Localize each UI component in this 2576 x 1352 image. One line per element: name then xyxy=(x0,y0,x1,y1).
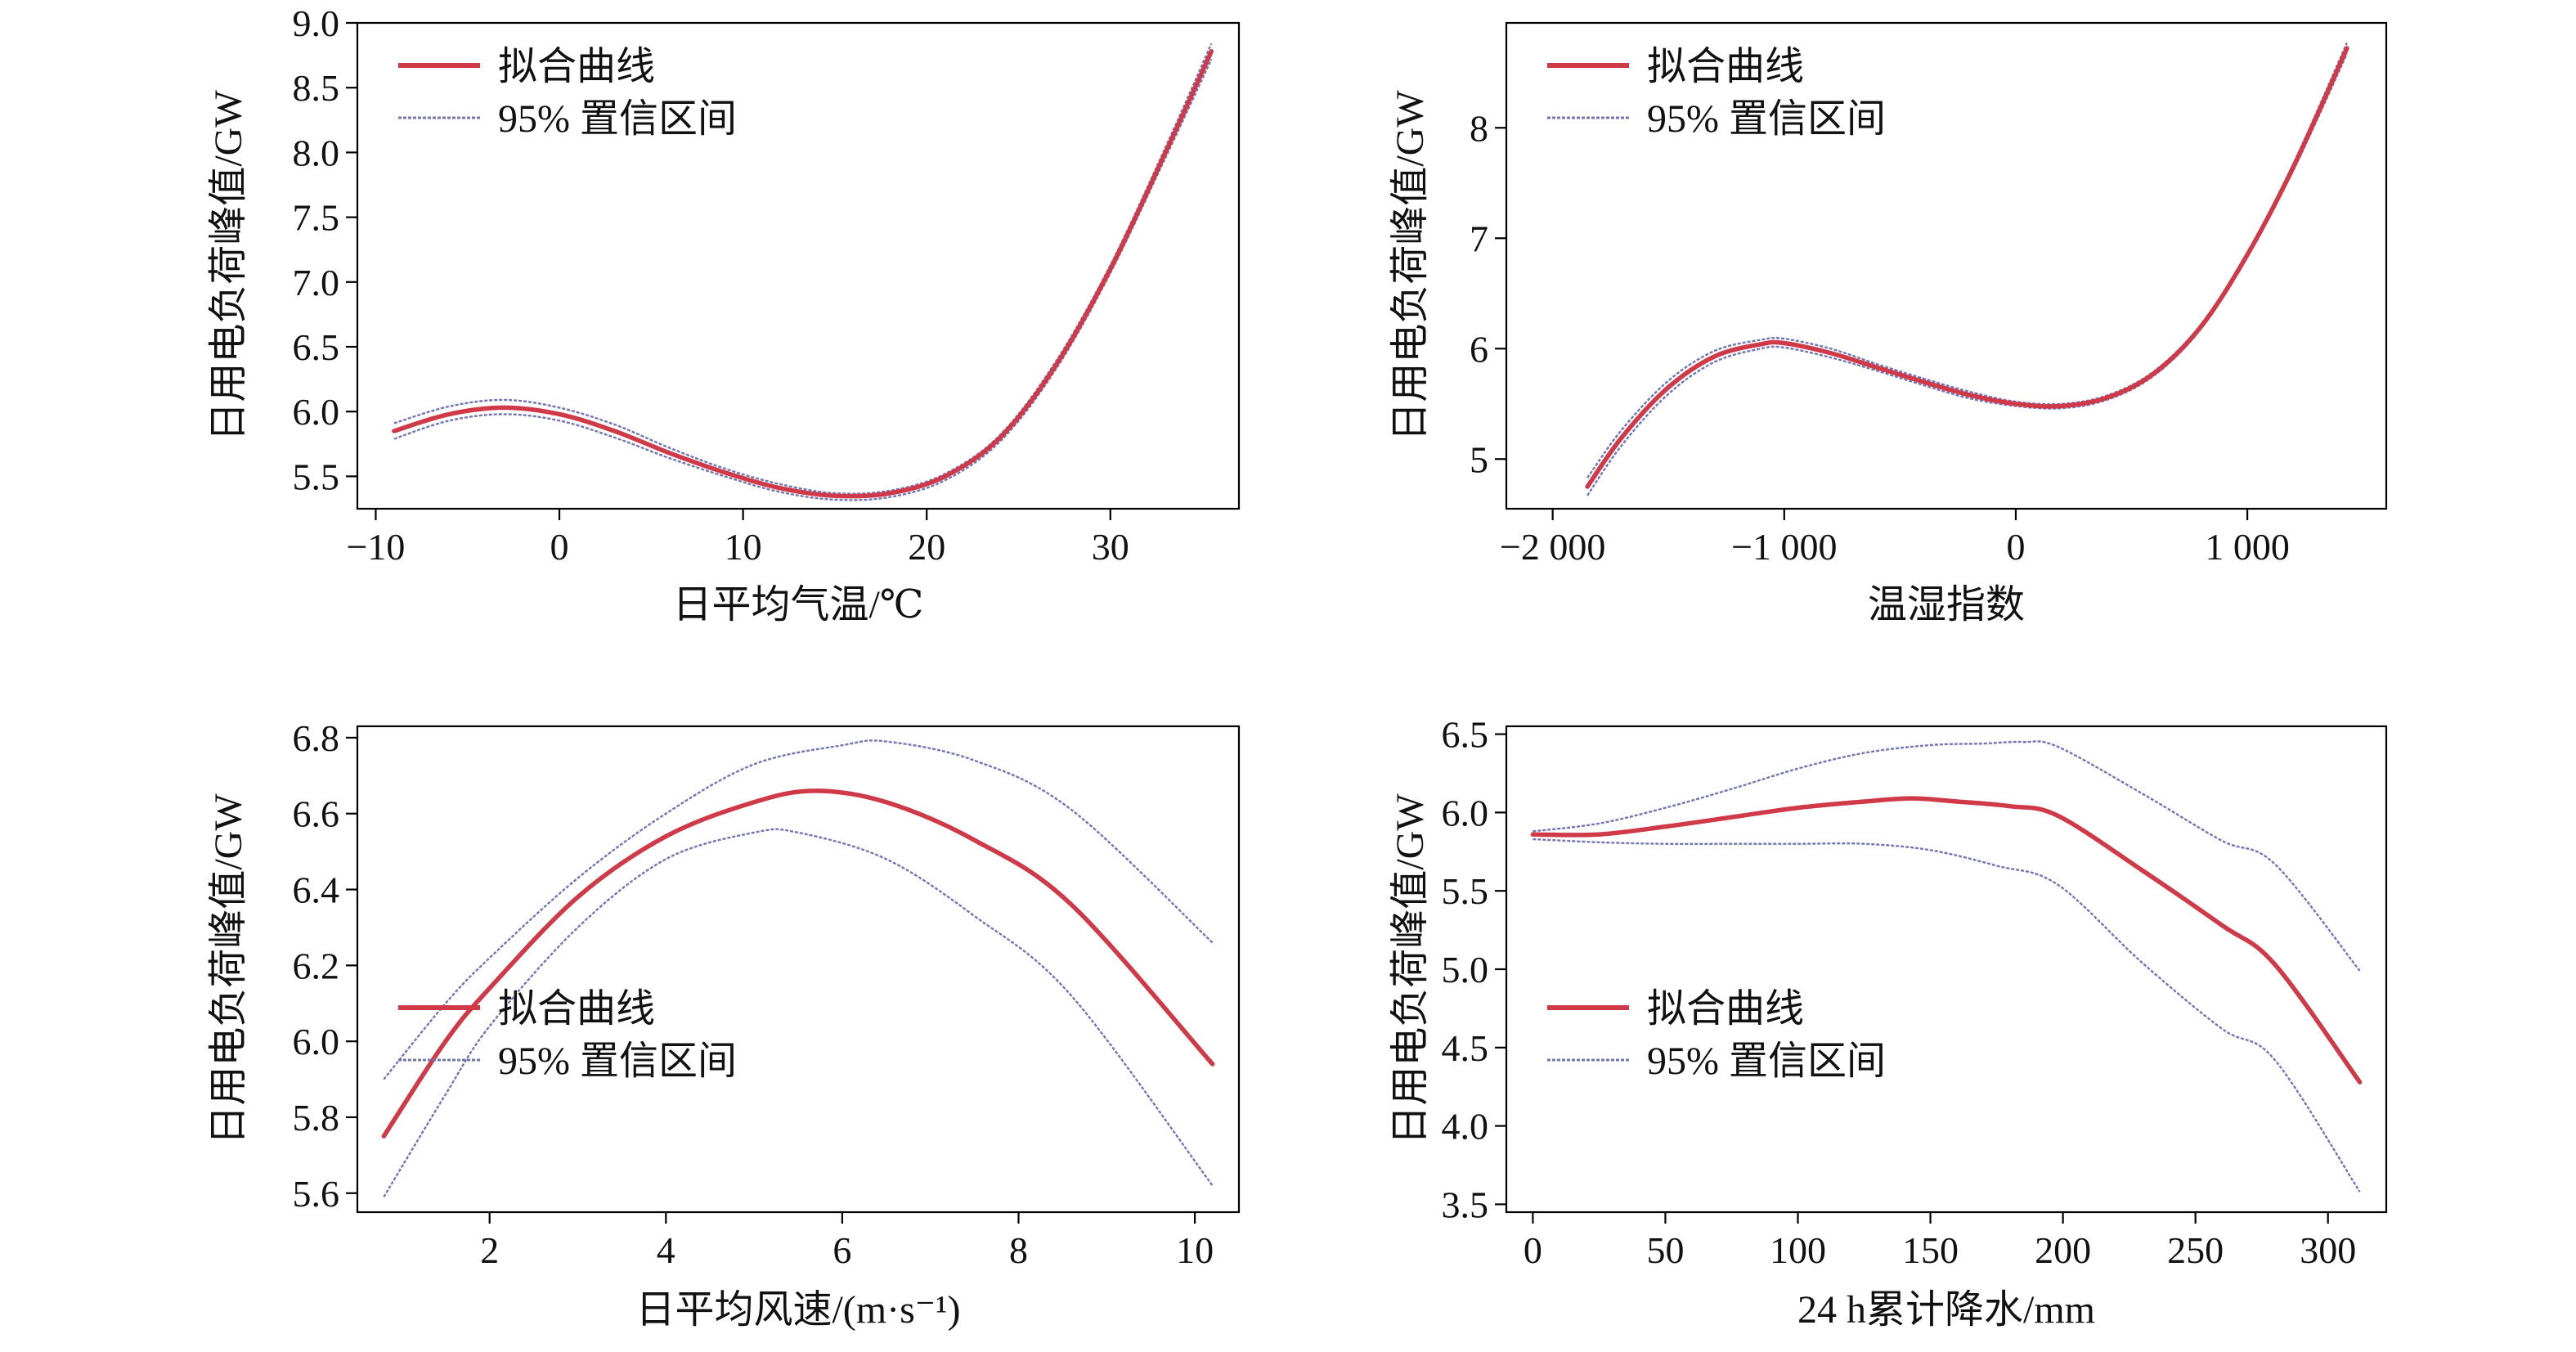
legend-label-ci: 95% 置信区间 xyxy=(498,97,737,141)
y-tick-label: 8 xyxy=(1470,107,1488,149)
x-tick-label: −10 xyxy=(346,526,405,568)
y-tick-label: 7 xyxy=(1470,218,1488,259)
x-tick-label: 30 xyxy=(1092,526,1129,568)
y-tick-label: 7.5 xyxy=(293,197,340,239)
x-tick-label: 200 xyxy=(2035,1229,2091,1271)
y-tick-label: 6.5 xyxy=(1442,714,1489,756)
x-tick-label: 10 xyxy=(1176,1229,1214,1271)
y-tick-label: 4.0 xyxy=(1442,1106,1489,1148)
ci-upper-curve xyxy=(1586,42,2348,478)
y-tick-label: 6.2 xyxy=(293,945,340,986)
fit-curve xyxy=(1585,46,2349,489)
y-tick-label: 6.6 xyxy=(293,793,340,835)
x-tick-label: 0 xyxy=(550,526,569,568)
y-tick-label: 6.0 xyxy=(1442,792,1489,833)
x-tick-label: 8 xyxy=(1009,1229,1028,1271)
y-axis-title: 日用电负荷峰值/GW xyxy=(207,90,250,442)
y-tick-label: 5.8 xyxy=(293,1097,340,1139)
x-tick-label: 2 xyxy=(480,1229,499,1271)
y-tick-label: 6 xyxy=(1470,328,1488,370)
y-tick-label: 4.5 xyxy=(1442,1027,1489,1069)
y-tick-label: 7.0 xyxy=(293,262,340,303)
x-tick-label: −1 000 xyxy=(1731,526,1837,568)
x-axis-title: 日平均风速/(m·s⁻¹) xyxy=(635,1288,960,1332)
y-tick-label: 6.5 xyxy=(293,326,340,368)
y-tick-label: 5.0 xyxy=(1442,949,1489,990)
y-axis-title: 日用电负荷峰值/GW xyxy=(1389,793,1432,1145)
ci-lower-curve xyxy=(383,828,1214,1198)
y-tick-label: 6.0 xyxy=(293,391,340,433)
panel-wind-speed: 2 4 6 8 10 5.6 5.8 6.0 6.2 6.4 6.6 6.8 日平均风速/(m·s⁻¹)… xyxy=(207,717,1241,1332)
y-tick-label: 8.0 xyxy=(293,132,340,173)
ci-upper-curve xyxy=(383,739,1214,1080)
y-axis-title: 日用电负荷峰值/GW xyxy=(1389,90,1432,442)
x-tick-label: 150 xyxy=(1902,1229,1959,1271)
fit-curve xyxy=(1530,796,2363,1085)
ci-lower-curve xyxy=(1533,838,2361,1193)
y-tick-label: 3.5 xyxy=(1442,1184,1489,1225)
y-tick-label: 5.5 xyxy=(1442,870,1489,912)
fit-curve xyxy=(392,49,1214,499)
panel-precipitation: 0 50 100 150 200 250 300 3.5 4.0 4.5 5.0 5.5 6.0 6.5 2… xyxy=(1389,714,2388,1332)
legend-label-fit: 拟合曲线 xyxy=(1647,987,1804,1031)
x-axis-title: 温湿指数 xyxy=(1868,583,2025,627)
legend-label-ci: 95% 置信区间 xyxy=(1647,1040,1886,1083)
legend-label-fit: 拟合曲线 xyxy=(1647,45,1804,88)
y-tick-label: 8.5 xyxy=(293,67,340,109)
fit-curve xyxy=(381,788,1215,1139)
legend-label-ci: 95% 置信区间 xyxy=(1647,97,1886,141)
y-tick-label: 5.6 xyxy=(293,1173,340,1215)
x-axis-title: 日平均气温/℃ xyxy=(672,583,923,627)
y-tick-label: 9.0 xyxy=(293,2,340,44)
plot-frame xyxy=(356,21,1241,510)
y-tick-label: 5.5 xyxy=(293,456,340,497)
plot-frame xyxy=(1505,21,2388,510)
x-tick-label: 250 xyxy=(2167,1229,2224,1271)
plot-frame xyxy=(356,725,1241,1214)
x-tick-label: 20 xyxy=(908,526,945,568)
x-tick-label: 0 xyxy=(1524,1229,1542,1271)
y-axis-title: 日用电负荷峰值/GW xyxy=(207,793,250,1145)
legend-label-fit: 拟合曲线 xyxy=(498,987,655,1031)
panel-thi: −2 000 −1 000 0 1 000 5 6 7 8 温湿指数 日用电负荷峰值/GW 拟合曲线… xyxy=(1389,21,2388,627)
y-tick-label: 5 xyxy=(1470,438,1488,480)
x-tick-label: −2 000 xyxy=(1500,526,1605,568)
x-tick-label: 0 xyxy=(2006,526,2025,568)
x-tick-label: 6 xyxy=(832,1229,851,1271)
y-tick-label: 6.4 xyxy=(293,869,340,911)
y-tick-label: 6.8 xyxy=(293,717,340,759)
panel-temperature: −10 0 10 20 30 5.5 6.0 6.5 7.0 7.5 8.0 8.5 9.0 日平均气温/… xyxy=(207,2,1241,627)
x-tick-label: 50 xyxy=(1646,1229,1684,1271)
x-tick-label: 10 xyxy=(725,526,762,568)
legend-label-ci: 95% 置信区间 xyxy=(498,1040,737,1083)
x-tick-label: 4 xyxy=(657,1229,675,1271)
x-tick-label: 1 000 xyxy=(2205,526,2290,568)
x-axis-title: 24 h累计降水/mm xyxy=(1797,1288,2095,1332)
y-tick-label: 6.0 xyxy=(293,1021,340,1062)
x-tick-label: 300 xyxy=(2300,1229,2356,1271)
ci-upper-curve xyxy=(1533,740,2361,972)
legend-label-fit: 拟合曲线 xyxy=(498,45,655,88)
x-tick-label: 100 xyxy=(1770,1229,1826,1271)
